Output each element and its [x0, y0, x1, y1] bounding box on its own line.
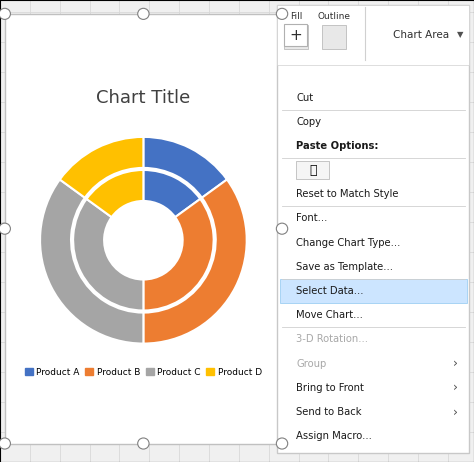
Bar: [296, 161, 329, 179]
Wedge shape: [143, 170, 200, 217]
Text: Copy: Copy: [296, 117, 321, 127]
Wedge shape: [143, 199, 214, 310]
Title: Chart Title: Chart Title: [96, 89, 191, 107]
Bar: [322, 25, 346, 49]
Text: Font...: Font...: [296, 213, 328, 224]
Text: Select Data...: Select Data...: [296, 286, 364, 296]
Text: ›: ›: [453, 405, 457, 419]
Text: ⬛: ⬛: [294, 32, 299, 42]
Wedge shape: [87, 170, 144, 217]
Bar: [277, 5, 469, 65]
Text: ›: ›: [453, 381, 457, 394]
Text: Cut: Cut: [296, 92, 313, 103]
Circle shape: [137, 438, 149, 449]
Bar: [284, 24, 307, 46]
Text: Chart Area: Chart Area: [393, 30, 449, 40]
Text: Assign Macro...: Assign Macro...: [296, 431, 372, 441]
Wedge shape: [60, 137, 144, 198]
Bar: [284, 25, 308, 49]
Wedge shape: [143, 137, 227, 198]
Text: Move Chart...: Move Chart...: [296, 310, 363, 320]
Text: Send to Back: Send to Back: [296, 407, 362, 417]
Text: Save as Template...: Save as Template...: [296, 262, 393, 272]
Text: 3-D Rotation...: 3-D Rotation...: [296, 334, 368, 344]
Circle shape: [137, 8, 149, 19]
Wedge shape: [73, 199, 143, 310]
Text: Bring to Front: Bring to Front: [296, 383, 364, 393]
Wedge shape: [40, 180, 143, 344]
Text: 📋: 📋: [309, 164, 317, 176]
Text: ›: ›: [453, 357, 457, 370]
Circle shape: [0, 8, 10, 19]
Bar: [280, 279, 467, 303]
Wedge shape: [143, 180, 246, 344]
Text: Change Chart Type...: Change Chart Type...: [296, 237, 401, 248]
Text: Fill: Fill: [290, 12, 302, 21]
Circle shape: [0, 438, 10, 449]
Circle shape: [276, 8, 288, 19]
Text: Paste Options:: Paste Options:: [296, 141, 379, 151]
Bar: [277, 5, 469, 453]
Text: Outline: Outline: [318, 12, 351, 21]
Bar: [5, 14, 282, 444]
Circle shape: [0, 223, 10, 234]
Circle shape: [276, 223, 288, 234]
Text: Reset to Match Style: Reset to Match Style: [296, 189, 399, 199]
Text: +: +: [290, 28, 302, 43]
Legend: Product A, Product B, Product C, Product D: Product A, Product B, Product C, Product…: [21, 364, 266, 380]
Text: ▼: ▼: [457, 30, 464, 39]
Text: Group: Group: [296, 359, 327, 369]
Circle shape: [276, 438, 288, 449]
